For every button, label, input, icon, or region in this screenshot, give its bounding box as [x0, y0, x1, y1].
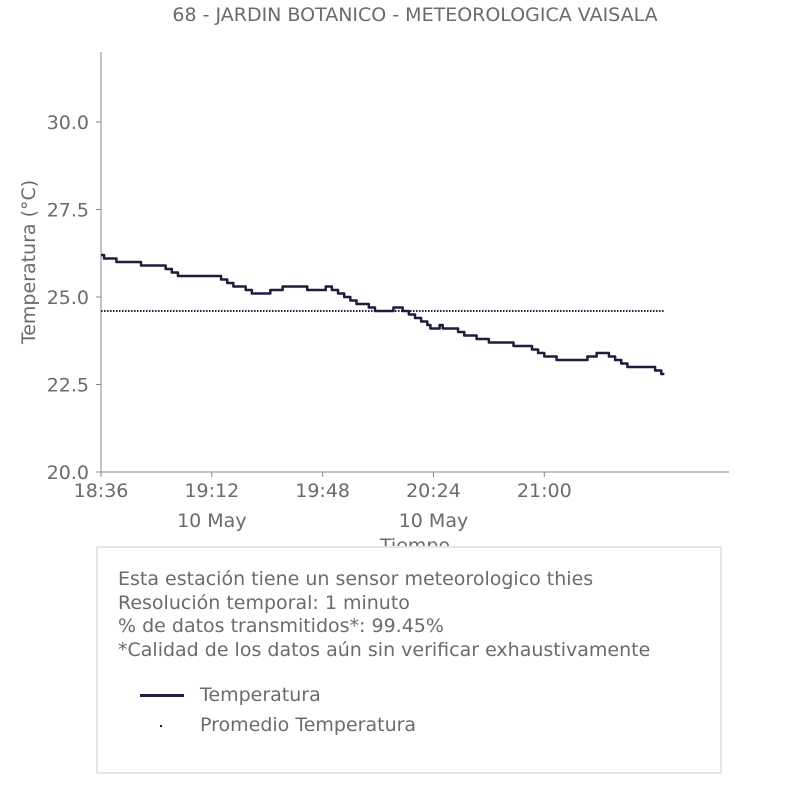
- chart-ticks: 20.0 22.5 25.0 27.5 30.0 18:36 19:12 19:48 20:24…: [47, 112, 572, 532]
- x-tick-label: 21:00: [517, 480, 572, 502]
- y-tick-label: 20.0: [47, 462, 89, 484]
- legend-label: Promedio Temperatura: [200, 714, 417, 736]
- info-line-quality-note: *Calidad de los datos aún sin verificar …: [118, 638, 651, 661]
- info-line-resolution: Resolución temporal: 1 minuto: [118, 591, 410, 614]
- info-box: Esta estación tiene un sensor meteorolog…: [96, 546, 722, 774]
- y-tick-label: 30.0: [47, 112, 89, 134]
- x-tick-label: 19:48: [295, 480, 350, 502]
- legend: Temperatura Promedio Temperatura: [138, 680, 416, 740]
- series-line-temperatura: [101, 253, 665, 376]
- y-axis-title: Temperatura (°C): [18, 180, 40, 345]
- chart-title: 68 - JARDIN BOTANICO - METEOROLOGICA VAI…: [172, 4, 657, 26]
- legend-swatch-dot-icon: [138, 710, 184, 740]
- chart-marks: [101, 253, 665, 376]
- info-line-sensor: Esta estación tiene un sensor meteorolog…: [118, 568, 594, 590]
- x-tick-label: 20:24: [406, 480, 461, 502]
- info-lines: Esta estación tiene un sensor meteorolog…: [118, 568, 650, 662]
- chart-axes: [100, 52, 729, 473]
- x-tick-label: 19:12: [184, 480, 239, 502]
- y-tick-label: 25.0: [47, 287, 89, 309]
- legend-item-temperatura: Temperatura: [138, 680, 416, 710]
- info-line-transmitted: % de datos transmitidos*: 99.45%: [118, 615, 444, 637]
- y-tick-label: 27.5: [47, 200, 89, 222]
- x-date-label: 10 May: [177, 510, 247, 532]
- legend-label: Temperatura: [200, 684, 321, 706]
- legend-item-promedio: Promedio Temperatura: [138, 710, 416, 740]
- y-tick-label: 22.5: [47, 375, 89, 397]
- x-date-label: 10 May: [399, 510, 469, 532]
- legend-swatch-line-icon: [138, 680, 184, 710]
- x-tick-label: 18:36: [74, 480, 129, 502]
